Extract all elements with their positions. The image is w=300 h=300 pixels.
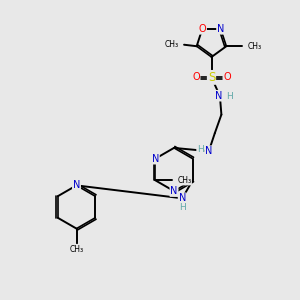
Text: N: N bbox=[178, 193, 186, 203]
Text: H: H bbox=[197, 145, 204, 154]
Text: CH₃: CH₃ bbox=[247, 42, 262, 51]
Text: N: N bbox=[170, 186, 178, 196]
Text: N: N bbox=[217, 24, 224, 34]
Text: N: N bbox=[215, 91, 222, 101]
Text: CH₃: CH₃ bbox=[164, 40, 179, 49]
Text: O: O bbox=[223, 72, 231, 82]
Text: O: O bbox=[192, 72, 200, 82]
Text: N: N bbox=[73, 180, 80, 190]
Text: N: N bbox=[205, 146, 212, 156]
Text: O: O bbox=[199, 24, 206, 34]
Text: H: H bbox=[226, 92, 233, 101]
Text: CH₃: CH₃ bbox=[177, 176, 191, 185]
Text: S: S bbox=[208, 71, 215, 84]
Text: CH₃: CH₃ bbox=[69, 244, 84, 253]
Text: N: N bbox=[152, 154, 159, 164]
Text: H: H bbox=[179, 203, 186, 212]
